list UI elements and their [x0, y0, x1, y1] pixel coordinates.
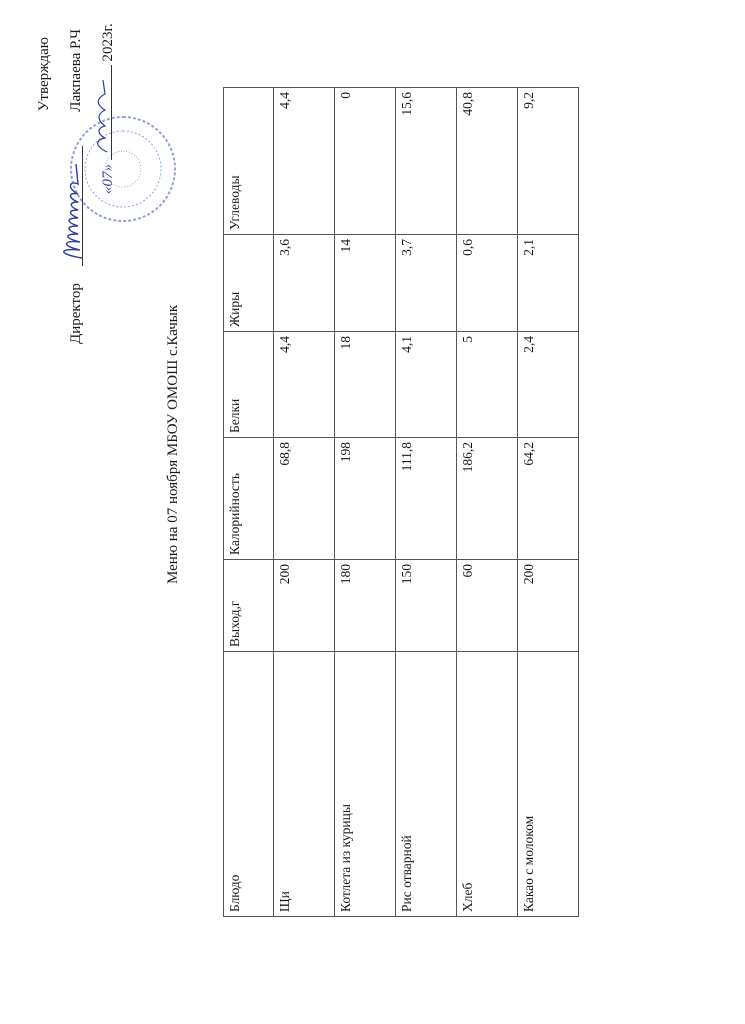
cell-carbs: 4,4: [273, 87, 335, 235]
cell-calories: 64,2: [517, 437, 579, 560]
cell-calories: 111,8: [395, 437, 457, 560]
director-label: Директор: [68, 283, 84, 344]
cell-calories: 68,8: [273, 437, 335, 560]
cell-dish: Котлета из курицы: [334, 651, 396, 917]
table-row: Какао с молоком 200 64,2 2,4 2,1 9,2: [517, 87, 579, 917]
cell-dish: Рис отварной: [395, 651, 457, 917]
header-yield: Выход,г: [223, 559, 274, 652]
date-row: «07» 2023г.: [92, 19, 124, 364]
cell-dish: Щи: [273, 651, 335, 917]
cell-protein: 18: [334, 331, 396, 438]
cell-yield: 150: [395, 559, 457, 652]
header-fat: Жиры: [223, 234, 274, 332]
cell-calories: 186,2: [456, 437, 518, 560]
approval-date: «07» 2023г.: [92, 23, 124, 194]
cell-fat: 3,7: [395, 234, 457, 332]
approval-block: Утверждаю Директор Лакпаева Р.Ч «07» 202…: [28, 19, 124, 364]
table-row: Щи 200 68,8 4,4 3,6 4,4: [273, 87, 335, 917]
header-protein: Белки: [223, 331, 274, 438]
cell-calories: 198: [334, 437, 396, 560]
cell-carbs: 9,2: [517, 87, 579, 235]
cell-protein: 2,4: [517, 331, 579, 438]
cell-protein: 4,1: [395, 331, 457, 438]
table-row: Котлета из курицы 180 198 18 14 0: [334, 87, 396, 917]
cell-protein: 4,4: [273, 331, 335, 438]
director-name: Лакпаева Р.Ч: [68, 29, 84, 112]
handwritten-month-icon: [97, 80, 108, 153]
signature-icon: [63, 163, 83, 259]
cell-carbs: 15,6: [395, 87, 457, 235]
date-month-line: [97, 65, 112, 161]
table-row: Рис отварной 150 111,8 4,1 3,7 15,6: [395, 87, 457, 917]
date-year: 2023г.: [100, 23, 116, 62]
cell-carbs: 0: [334, 87, 396, 235]
director-row: Директор Лакпаева Р.Ч: [60, 19, 92, 364]
cell-dish: Какао с молоком: [517, 651, 579, 917]
cell-dish: Хлеб: [456, 651, 518, 917]
cell-yield: 60: [456, 559, 518, 652]
table-row: Хлеб 60 186,2 5 0,6 40,8: [456, 87, 518, 917]
cell-yield: 180: [334, 559, 396, 652]
header-carbs: Углеводы: [223, 87, 274, 235]
cell-fat: 0,6: [456, 234, 518, 332]
cell-yield: 200: [273, 559, 335, 652]
cell-fat: 3,6: [273, 234, 335, 332]
page-title: Меню на 07 ноября МБОУ ОМОШ с.Качык: [165, 304, 181, 584]
stamp-seal-icon: [70, 116, 176, 222]
cell-yield: 200: [517, 559, 579, 652]
header-dish: Блюдо: [223, 651, 274, 917]
table-header-row: Блюдо Выход,г Калорийность Белки Жиры Уг…: [223, 87, 274, 917]
cell-protein: 5: [456, 331, 518, 438]
cell-fat: 14: [334, 234, 396, 332]
cell-fat: 2,1: [517, 234, 579, 332]
cell-carbs: 40,8: [456, 87, 518, 235]
menu-table: Блюдо Выход,г Калорийность Белки Жиры Уг…: [223, 87, 579, 917]
header-calories: Калорийность: [223, 437, 274, 560]
